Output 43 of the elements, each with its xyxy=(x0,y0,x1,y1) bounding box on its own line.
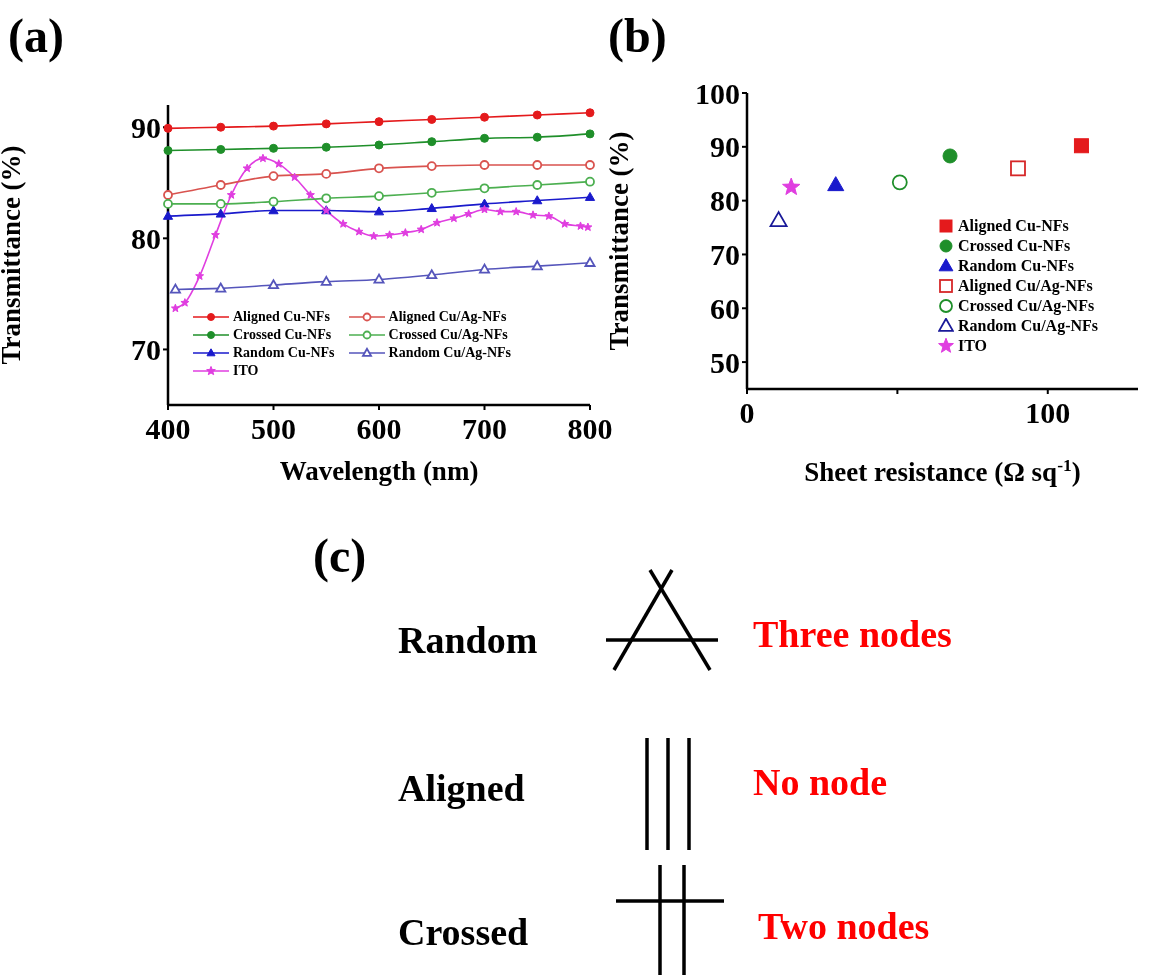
legend-label: Random Cu/Ag-NFs xyxy=(958,317,1099,335)
legend-label: Aligned Cu/Ag-NFs xyxy=(388,309,507,325)
legend-label: Crossed Cu-NFs xyxy=(233,327,332,343)
category-label: Crossed xyxy=(398,910,529,954)
legend-label: ITO xyxy=(958,337,988,355)
y-axis-title: Transmittance (%) xyxy=(0,145,26,365)
y-tick-label: 100 xyxy=(695,76,740,110)
chart-title: (a) xyxy=(8,8,64,63)
legend-label: ITO xyxy=(233,363,259,379)
legend-label: Aligned Cu/Ag-NFs xyxy=(958,277,1093,295)
legend-label: Crossed Cu/Ag-NFs xyxy=(388,327,508,343)
y-tick-label: 90 xyxy=(710,130,740,164)
y-tick-label: 60 xyxy=(710,291,740,325)
y-tick-label: 70 xyxy=(710,238,740,272)
x-tick-label: 600 xyxy=(356,412,402,446)
legend-label: Random Cu-NFs xyxy=(958,257,1075,275)
x-tick-label: 800 xyxy=(567,412,613,446)
y-tick-label: 90 xyxy=(131,110,161,144)
x-tick-label: 400 xyxy=(145,412,191,446)
legend-label: Crossed Cu/Ag-NFs xyxy=(958,297,1095,315)
chart-title: (b) xyxy=(608,8,667,63)
category-label: Random xyxy=(398,618,538,662)
legend-label: Random Cu-NFs xyxy=(233,345,335,361)
y-tick-label: 80 xyxy=(131,221,161,255)
x-axis-title: Sheet resistance (Ω sq$^{-1}$) xyxy=(804,455,1081,487)
x-tick-label: 0 xyxy=(739,396,755,430)
legend-label: Aligned Cu-NFs xyxy=(233,309,330,325)
y-tick-label: 70 xyxy=(131,333,161,367)
x-tick-label: 500 xyxy=(251,412,296,446)
y-tick-label: 50 xyxy=(710,345,740,379)
x-tick-label: 100 xyxy=(1025,396,1071,430)
text: Three nodes xyxy=(753,612,952,656)
x-tick-label: 700 xyxy=(462,412,507,446)
text: No node xyxy=(753,760,888,804)
legend-label: Random Cu/Ag-NFs xyxy=(388,345,512,361)
x-axis-title: Wavelength (nm) xyxy=(279,456,479,486)
text: (c) xyxy=(313,528,367,583)
y-tick-label: 80 xyxy=(710,184,740,218)
text: Two nodes xyxy=(758,904,930,948)
legend-label: Aligned Cu-NFs xyxy=(958,217,1069,235)
legend-label: Crossed Cu-NFs xyxy=(958,237,1071,255)
y-axis-title: Transmittance (%) xyxy=(604,131,634,351)
category-label: Aligned xyxy=(398,766,525,810)
